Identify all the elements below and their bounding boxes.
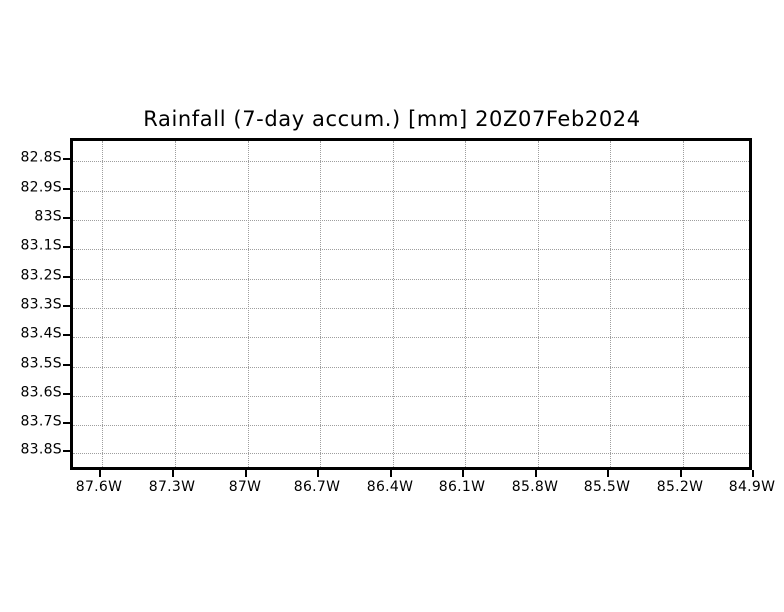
x-axis-tick-label: 85.8W — [511, 479, 559, 495]
x-axis-tick — [462, 470, 464, 477]
gridline-vertical — [538, 141, 539, 467]
y-axis-tick-label: 83.8S — [20, 441, 62, 458]
x-axis-tick — [390, 470, 392, 477]
y-axis-tick — [63, 158, 70, 160]
gridline-horizontal — [73, 425, 749, 426]
x-axis-tick — [245, 470, 247, 477]
x-axis-tick-label: 87W — [228, 479, 262, 495]
y-axis-tick-label: 83.3S — [20, 296, 62, 313]
gridline-horizontal — [73, 249, 749, 250]
chart-title: Rainfall (7-day accum.) [mm] 20Z07Feb202… — [143, 107, 641, 131]
y-axis-tick — [63, 188, 70, 190]
gridline-vertical — [465, 141, 466, 467]
y-axis-tick-label: 83.5S — [20, 355, 62, 372]
y-axis-tick — [63, 276, 70, 278]
y-axis-tick-label: 83.2S — [20, 267, 62, 284]
gridline-vertical — [393, 141, 394, 467]
gridline-horizontal — [73, 220, 749, 221]
gridline-horizontal — [73, 308, 749, 309]
y-axis-tick-label: 83.4S — [20, 325, 62, 342]
y-axis-tick-label: 82.9S — [20, 179, 62, 196]
gridline-horizontal — [73, 279, 749, 280]
plot-frame — [70, 138, 752, 470]
gridline-vertical — [248, 141, 249, 467]
x-axis-tick-label: 85.2W — [656, 479, 704, 495]
x-axis-tick-label: 87.6W — [75, 479, 123, 495]
gridline-horizontal — [73, 161, 749, 162]
x-axis-tick-label: 85.5W — [583, 479, 631, 495]
x-axis-tick-label: 84.9W — [728, 479, 776, 495]
gridline-horizontal — [73, 191, 749, 192]
x-axis-tick — [680, 470, 682, 477]
y-axis-tick — [63, 393, 70, 395]
y-axis-tick-label: 83S — [34, 208, 62, 225]
gridline-horizontal — [73, 453, 749, 454]
gridline-vertical — [610, 141, 611, 467]
y-axis-tick — [63, 334, 70, 336]
gridline-horizontal — [73, 367, 749, 368]
gridline-horizontal — [73, 337, 749, 338]
y-axis-tick — [63, 305, 70, 307]
gridline-horizontal — [73, 396, 749, 397]
x-axis-tick — [317, 470, 319, 477]
plot-area — [73, 141, 749, 467]
x-axis-tick-label: 86.7W — [293, 479, 341, 495]
gridline-vertical — [175, 141, 176, 467]
y-axis-tick-label: 83.1S — [20, 237, 62, 254]
x-axis-tick-label: 87.3W — [148, 479, 196, 495]
y-axis-tick — [63, 217, 70, 219]
y-axis-tick-label: 82.8S — [20, 149, 62, 166]
y-axis-tick — [63, 450, 70, 452]
x-axis-tick — [535, 470, 537, 477]
x-axis-tick — [607, 470, 609, 477]
x-axis-tick — [172, 470, 174, 477]
y-axis-tick — [63, 364, 70, 366]
x-axis-tick — [752, 470, 754, 477]
y-axis-tick-label: 83.7S — [20, 413, 62, 430]
gridline-vertical — [102, 141, 103, 467]
x-axis-tick-label: 86.1W — [438, 479, 486, 495]
gridline-vertical — [320, 141, 321, 467]
y-axis-tick-label: 83.6S — [20, 384, 62, 401]
y-axis-tick — [63, 422, 70, 424]
x-axis-tick — [99, 470, 101, 477]
x-axis-tick-label: 86.4W — [366, 479, 414, 495]
y-axis-tick — [63, 246, 70, 248]
gridline-vertical — [683, 141, 684, 467]
